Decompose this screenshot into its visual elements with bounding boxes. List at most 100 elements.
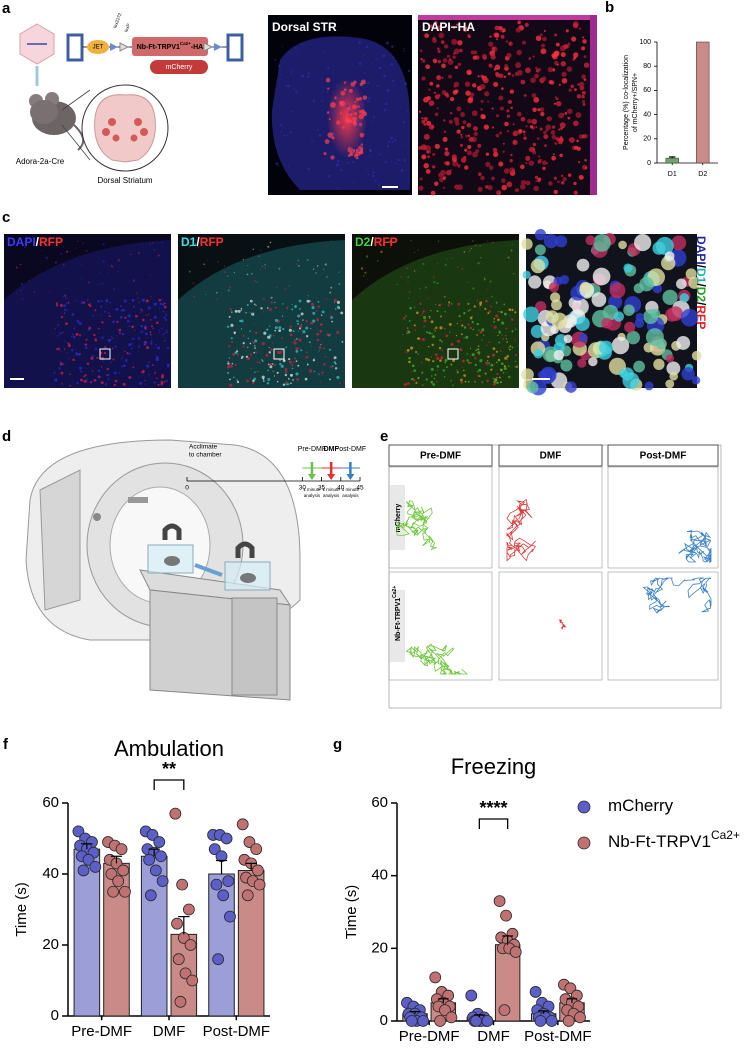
- cell-signal: [89, 302, 91, 304]
- cell-signal: [99, 272, 101, 274]
- cell-signal: [536, 137, 540, 140]
- cell-signal: [425, 357, 429, 361]
- cell-signal: [515, 62, 522, 69]
- cell-signal: [578, 174, 584, 180]
- data-point: [405, 1015, 418, 1027]
- cell-signal: [97, 284, 99, 286]
- cell-signal: [432, 360, 435, 363]
- cell-signal: [110, 336, 112, 338]
- cell-signal: [288, 360, 292, 364]
- cell-signal: [492, 347, 496, 351]
- cell-signal: [283, 134, 285, 137]
- cell-signal: [460, 378, 463, 382]
- data-point: [470, 1015, 483, 1027]
- cell-signal: [88, 326, 92, 330]
- cell-signal: [436, 262, 439, 265]
- cell-signal: [493, 320, 495, 323]
- cell-signal: [355, 125, 359, 128]
- cell-signal: [391, 161, 393, 163]
- cell-signal: [316, 318, 320, 322]
- cell-signal: [310, 302, 315, 306]
- cell-signal: [545, 124, 551, 130]
- cell-signal: [463, 337, 465, 339]
- cell-signal: [438, 172, 444, 178]
- cell-signal: [141, 298, 145, 302]
- cell-signal: [509, 345, 512, 348]
- cell-signal: [639, 276, 654, 292]
- cell-signal: [57, 347, 60, 350]
- cell-signal: [326, 111, 330, 114]
- cell-signal: [452, 26, 456, 29]
- cell-signal: [508, 346, 510, 349]
- cell-signal: [453, 52, 456, 55]
- cell-signal: [273, 334, 275, 337]
- cell-signal: [388, 240, 392, 243]
- cell-signal: [509, 314, 511, 316]
- cell-signal: [499, 106, 504, 111]
- cell-signal: [463, 326, 467, 329]
- cell-signal: [404, 351, 407, 353]
- cell-signal: [493, 81, 499, 87]
- cell-signal: [570, 84, 575, 89]
- cell-signal: [542, 36, 547, 42]
- cell-signal: [332, 111, 336, 115]
- cell-signal: [448, 119, 454, 124]
- cell-signal: [495, 350, 498, 353]
- timeline-note: Acclimate: [189, 444, 218, 451]
- cell-signal: [511, 330, 514, 333]
- cell-signal: [515, 27, 521, 33]
- cell-signal: [249, 342, 252, 345]
- cell-signal: [229, 378, 231, 381]
- cell-signal: [515, 353, 518, 356]
- cell-signal: [84, 346, 88, 350]
- cell-signal: [581, 94, 585, 99]
- cell-signal: [356, 156, 359, 160]
- cell-signal: [671, 235, 687, 251]
- cell-signal: [618, 369, 628, 378]
- cell-signal: [453, 48, 460, 55]
- cell-signal: [132, 305, 136, 308]
- data-point: [545, 1015, 558, 1027]
- cell-signal: [507, 365, 510, 367]
- cell-signal: [252, 248, 255, 251]
- cell-signal: [541, 43, 545, 48]
- cell-signal: [506, 109, 510, 113]
- cell-signal: [103, 282, 105, 285]
- cell-signal: [469, 326, 473, 330]
- row-tab: [389, 485, 405, 550]
- cell-signal: [334, 298, 337, 302]
- cell-signal: [573, 190, 578, 196]
- cell-signal: [498, 330, 500, 332]
- cell-signal: [508, 375, 511, 379]
- cell-signal: [256, 361, 259, 364]
- cell-signal: [440, 315, 442, 318]
- cell-signal: [460, 320, 462, 322]
- cell-signal: [338, 282, 341, 286]
- cell-signal: [623, 263, 633, 273]
- cell-signal: [480, 108, 483, 111]
- cell-signal: [293, 361, 295, 363]
- cell-signal: [357, 149, 361, 152]
- cell-signal: [295, 349, 299, 353]
- legend-label: Nb-Ft-TRPV1Ca2+: [608, 828, 740, 851]
- cell-signal: [321, 310, 325, 314]
- cell-signal: [188, 270, 191, 273]
- cell-signal: [461, 359, 465, 363]
- cell-signal: [457, 40, 463, 46]
- cell-signal: [250, 313, 254, 316]
- cell-signal: [101, 321, 104, 324]
- cell-signal: [287, 84, 291, 88]
- cell-signal: [157, 254, 160, 257]
- cell-signal: [85, 378, 88, 380]
- cell-signal: [91, 355, 95, 358]
- cell-signal: [65, 297, 68, 300]
- cell-signal: [419, 177, 423, 181]
- cell-signal: [150, 325, 153, 328]
- cell-signal: [300, 75, 303, 78]
- cell-signal: [488, 341, 491, 344]
- cell-signal: [406, 110, 409, 113]
- cell-signal: [450, 303, 453, 305]
- cell-signal: [296, 320, 298, 322]
- cell-signal: [89, 381, 92, 384]
